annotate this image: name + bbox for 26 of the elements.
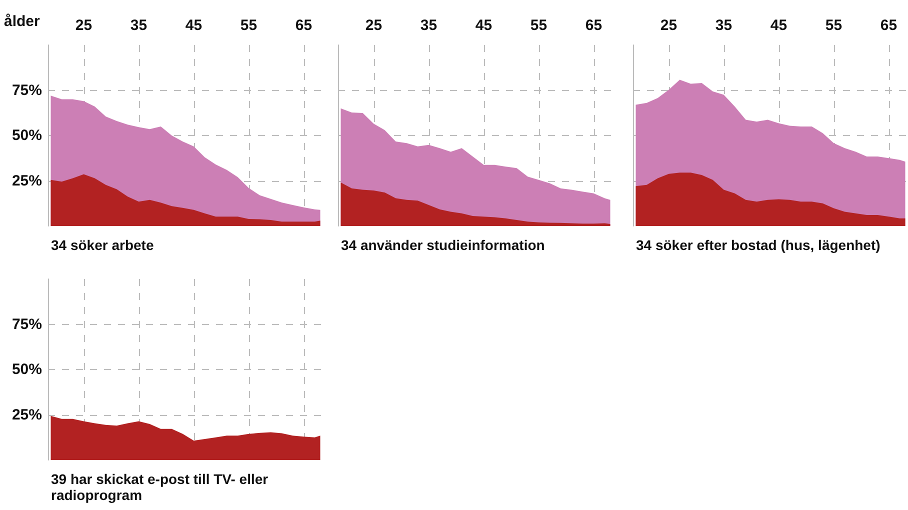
x-tick-label: 35: [715, 17, 732, 34]
y-tick-label: 25%: [12, 172, 42, 190]
x-tick-label: 25: [365, 17, 382, 34]
x-tick-label: 45: [770, 17, 788, 34]
text: 34 söker efter bostad (hus, lägenhet): [636, 237, 880, 253]
x-tick-label: 65: [880, 17, 898, 34]
x-tick-label: 45: [475, 17, 492, 34]
x-tick-label: 55: [530, 17, 548, 34]
x-tick-label: 55: [825, 17, 842, 34]
x-tick-label: 35: [130, 17, 148, 34]
x-tick-label: 25: [660, 17, 678, 34]
x-tick-label: 55: [240, 17, 258, 34]
x-tick-label: 25: [75, 17, 92, 34]
y-tick-label: 50%: [12, 127, 42, 144]
x-tick-label: 35: [420, 17, 438, 34]
x-axis-title: ålder: [4, 13, 40, 30]
text: 39 har skickat e-post till TV- eller radioprogram: [51, 471, 272, 503]
x-tick-label: 65: [295, 17, 312, 34]
y-tick-label: 50%: [12, 361, 42, 378]
y-tick-label: 25%: [12, 406, 42, 424]
x-tick-label: 45: [185, 17, 202, 34]
text: 34 söker arbete: [51, 237, 154, 253]
x-tick-label: 65: [585, 17, 602, 34]
text: 34 använder studieinformation: [341, 237, 545, 253]
y-tick-label: 75%: [12, 316, 42, 333]
y-tick-label: 75%: [12, 82, 42, 99]
